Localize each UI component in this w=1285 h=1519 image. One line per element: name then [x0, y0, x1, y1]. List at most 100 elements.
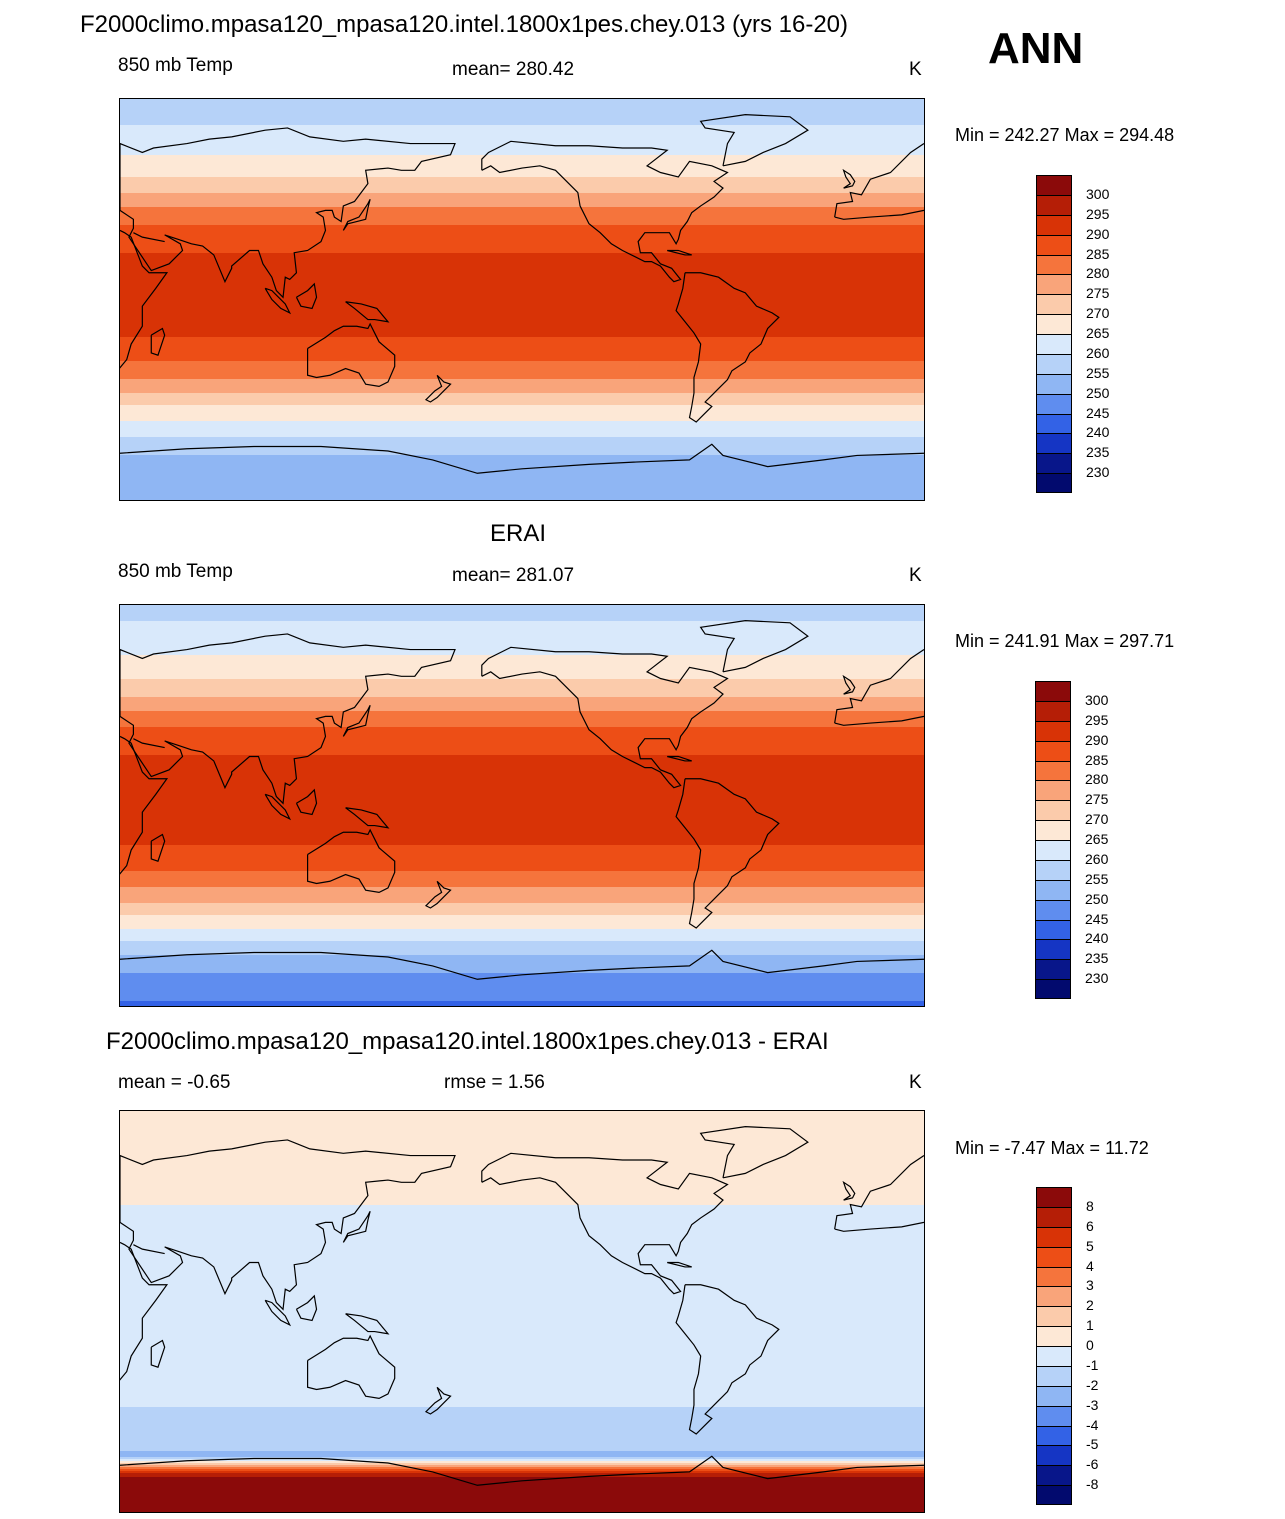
colorbar-tick-label: -8: [1086, 1476, 1099, 1493]
map-band: [120, 359, 924, 362]
map-band: [120, 645, 924, 648]
map-band: [120, 1135, 924, 1138]
map-band: [120, 441, 924, 444]
map-band: [120, 401, 924, 404]
coastline: [345, 1313, 390, 1335]
map-band: [120, 1185, 924, 1188]
map-band: [120, 907, 924, 910]
colorbar-swatch: [1036, 1286, 1072, 1307]
map-band: [120, 1377, 924, 1380]
map-band: [120, 851, 924, 854]
map-band: [120, 1149, 924, 1152]
panel1-map-svg: [120, 99, 924, 500]
map-band: [120, 131, 924, 134]
map-band: [120, 1173, 924, 1176]
map-band: [120, 439, 924, 442]
map-band: [120, 1395, 924, 1398]
colorbar-swatch: [1035, 681, 1071, 702]
colorbar-tick-label: -1: [1086, 1356, 1099, 1373]
map-band: [120, 1399, 924, 1402]
map-band: [120, 473, 924, 476]
map-band: [120, 783, 924, 786]
map-band: [120, 145, 924, 148]
map-band: [120, 969, 924, 972]
map-band: [120, 273, 924, 276]
map-band: [120, 905, 924, 908]
map-band: [120, 445, 924, 448]
map-band: [120, 1213, 924, 1216]
map-band: [120, 215, 924, 218]
map-band: [120, 1393, 924, 1396]
map-band: [120, 1413, 924, 1416]
panel2-colorbar: 300 295 290 285 280 275 270 265 260 255 250 245 240 2…: [1035, 681, 1175, 1000]
map-band: [120, 1287, 924, 1290]
map-band: [120, 743, 924, 746]
coastline: [834, 1155, 924, 1230]
map-band: [120, 119, 924, 122]
map-band: [120, 811, 924, 814]
map-band: [120, 1257, 924, 1260]
map-band: [120, 787, 924, 790]
map-band: [120, 1215, 924, 1218]
map-band: [120, 1349, 924, 1352]
map-band: [120, 347, 924, 350]
map-band: [120, 1169, 924, 1172]
coastline: [481, 646, 729, 789]
map-band: [120, 1449, 924, 1452]
colorbar-tick-label: 290: [1086, 225, 1110, 242]
map-band: [120, 1407, 924, 1410]
colorbar-swatch: [1036, 1187, 1072, 1208]
map-band: [120, 967, 924, 970]
map-band: [120, 105, 924, 108]
panel2-variable-label: 850 mb Temp: [118, 561, 233, 582]
map-band: [120, 313, 924, 316]
map-band: [120, 233, 924, 236]
map-band: [120, 213, 924, 216]
map-band: [120, 335, 924, 338]
colorbar-swatch: [1035, 959, 1071, 980]
map-band: [120, 1171, 924, 1174]
panel3-minmax-label: Min = -7.47 Max = 11.72: [955, 1138, 1149, 1158]
map-band: [120, 1141, 924, 1144]
colorbar-swatch: [1035, 979, 1071, 1000]
map-band: [120, 1129, 924, 1132]
map-band: [120, 1379, 924, 1382]
map-band: [120, 481, 924, 484]
panel3-map-svg: [120, 1111, 924, 1512]
map-band: [120, 121, 924, 124]
map-band: [120, 1351, 924, 1354]
map-band: [120, 809, 924, 812]
map-band: [120, 259, 924, 262]
colorbar-swatch: [1036, 1385, 1072, 1406]
map-band: [120, 291, 924, 294]
map-band: [120, 1245, 924, 1248]
map-band: [120, 1459, 924, 1462]
map-band: [120, 303, 924, 306]
map-band: [120, 309, 924, 312]
map-band: [120, 1435, 924, 1438]
panel1-title: F2000climo.mpasa120_mpasa120.intel.1800x…: [80, 11, 849, 38]
map-band: [120, 471, 924, 474]
map-band: [120, 1367, 924, 1370]
map-band: [120, 211, 924, 214]
map-band: [120, 325, 924, 328]
map-band: [120, 1475, 924, 1478]
map-band: [120, 159, 924, 162]
map-band: [120, 221, 924, 224]
coastline: [345, 301, 390, 323]
map-band: [120, 1125, 924, 1128]
map-band: [120, 469, 924, 472]
map-band: [120, 779, 924, 782]
map-band: [120, 953, 924, 956]
map-band: [120, 1477, 924, 1480]
coastline: [120, 735, 169, 875]
colorbar-swatch: [1036, 314, 1072, 335]
map-band: [120, 843, 924, 846]
map-band: [120, 1217, 924, 1220]
map-band: [120, 1325, 924, 1328]
coastline: [699, 1125, 809, 1179]
map-band: [120, 1507, 924, 1510]
map-band: [120, 229, 924, 232]
map-band: [120, 271, 924, 274]
map-band: [120, 707, 924, 710]
